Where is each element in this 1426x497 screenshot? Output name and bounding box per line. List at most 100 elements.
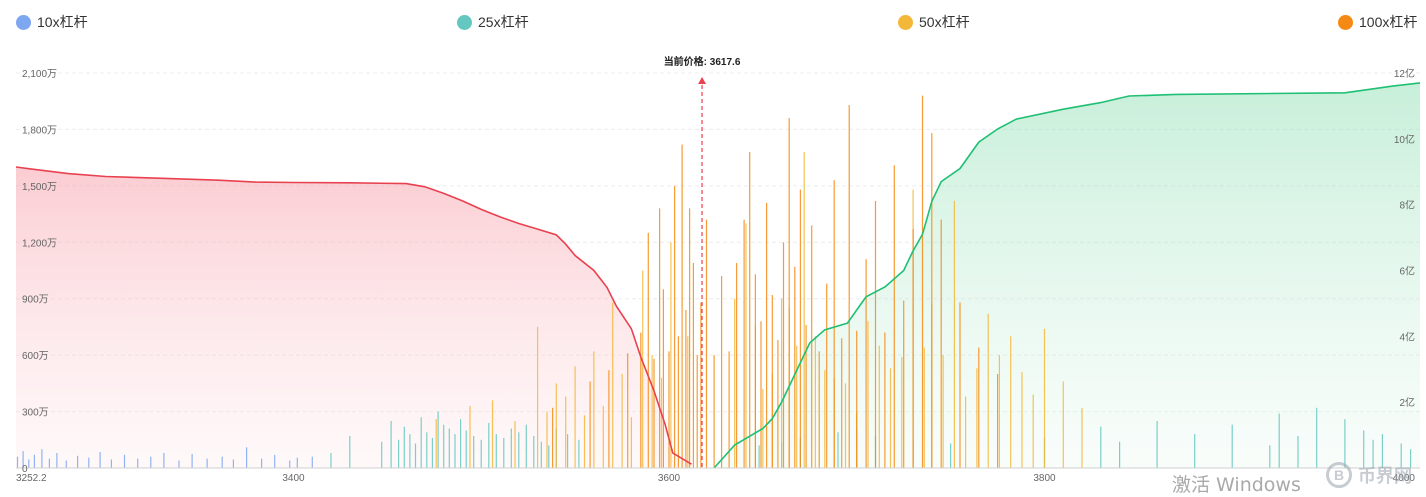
axes: 0 300万 600万 900万 1,200万 1,500万 1,800万 2,100万 2亿 4… (16, 67, 1420, 484)
bar-2-28 (548, 445, 550, 468)
bar-3-2 (469, 405, 471, 468)
bar-4-2 (589, 381, 591, 468)
bar-1-1 (16, 456, 19, 468)
bar-1-14 (137, 458, 139, 468)
y-left-tick-label: 1,200万 (22, 238, 57, 249)
y-left-tick-label: 900万 (22, 295, 49, 306)
y-left-tick-label: 1,800万 (22, 125, 57, 136)
bar-2-18 (473, 436, 475, 468)
bar-2-26 (533, 436, 535, 468)
cumulative-short-area (714, 82, 1420, 469)
bar-3-15 (630, 417, 632, 468)
bar-1-25 (289, 460, 291, 468)
legend-item-50x[interactable]: 50x杠杆 (898, 12, 970, 32)
bar-2-32 (758, 445, 760, 468)
bar-3-45 (976, 368, 978, 468)
bar-2-48 (1297, 436, 1299, 468)
bar-3-53 (1081, 407, 1083, 468)
bar-4-52 (959, 302, 961, 468)
y-right-tick-label: 2亿 (1399, 396, 1415, 409)
bar-4-33 (794, 266, 796, 468)
bar-4-35 (805, 325, 807, 468)
bar-2-47 (1278, 413, 1280, 468)
bar-2-5 (398, 439, 400, 468)
bar-2-10 (426, 432, 428, 468)
bar-2-15 (454, 434, 456, 468)
bar-4-46 (893, 165, 895, 468)
watermark-text: 币界网 (1358, 466, 1412, 487)
bar-3-29 (803, 152, 805, 468)
bar-3-47 (998, 355, 1000, 468)
bar-4-54 (997, 374, 999, 468)
bar-2-52 (1372, 439, 1374, 468)
bar-2-30 (567, 434, 569, 468)
bar-3-22 (745, 223, 747, 468)
bar-1-9 (77, 455, 79, 468)
bar-4-29 (771, 295, 773, 468)
bar-4-5 (640, 332, 642, 468)
bar-3-37 (889, 368, 892, 468)
bar-1-5 (41, 449, 43, 468)
bar-3-21 (734, 298, 736, 468)
bar-4-21 (721, 276, 723, 468)
legend-label-25x: 25x杠杆 (478, 14, 529, 30)
bar-3-19 (670, 242, 672, 468)
bar-4-15 (689, 208, 691, 468)
bar-2-49 (1316, 407, 1318, 468)
bar-2-27 (540, 441, 542, 468)
y-right-tick-label: 12亿 (1394, 67, 1415, 80)
bar-3-10 (583, 415, 586, 468)
legend-label-10x: 10x杠杆 (37, 14, 88, 30)
bar-4-3 (608, 370, 610, 468)
bar-2-45 (1231, 424, 1233, 468)
bar-4-24 (743, 219, 745, 468)
bar-2-1 (330, 453, 332, 468)
bar-3-20 (687, 336, 689, 468)
cumulative-areas (16, 82, 1420, 469)
y-right-tick-label: 8亿 (1399, 199, 1415, 212)
bar-4-51 (940, 219, 942, 468)
activate-windows-watermark: 激活 Windows (1172, 474, 1301, 496)
bar-2-16 (460, 419, 462, 468)
legend-label-50x: 50x杠杆 (919, 14, 970, 30)
bar-4-14 (685, 310, 687, 468)
coin-logo-icon: B (1326, 462, 1352, 488)
bar-2-31 (578, 439, 580, 468)
bar-4-43 (865, 259, 867, 468)
bar-4-32 (788, 118, 790, 468)
bar-4-37 (818, 351, 820, 468)
bar-1-21 (232, 459, 234, 468)
bar-2-17 (465, 430, 467, 468)
bar-1-27 (311, 456, 313, 468)
bar-3-31 (824, 370, 826, 468)
bar-2-7 (409, 434, 411, 468)
bar-1-13 (123, 454, 126, 468)
bar-4-45 (884, 332, 886, 468)
bar-1-12 (110, 459, 112, 468)
legend-item-100x[interactable]: 100x杠杆 (1338, 12, 1417, 32)
bar-4-12 (677, 336, 679, 468)
bar-3-40 (923, 347, 925, 468)
bar-2-42 (1119, 441, 1121, 468)
bar-4-16 (692, 263, 694, 468)
bar-3-35 (867, 321, 869, 468)
bar-2-41 (1100, 426, 1102, 468)
bar-2-46 (1269, 445, 1271, 468)
bar-2-6 (403, 426, 405, 468)
bar-4-39 (833, 180, 835, 468)
y-left-tick-label: 600万 (22, 351, 49, 362)
bar-3-42 (942, 355, 944, 468)
bar-4-40 (841, 338, 843, 468)
bar-4-53 (978, 347, 980, 468)
legend-item-10x[interactable]: 10x杠杆 (16, 12, 88, 32)
y-left-tick-label: 0 (22, 464, 28, 475)
bar-4-47 (903, 300, 905, 468)
legend-dot-10x-icon (16, 14, 31, 30)
legend-item-25x[interactable]: 25x杠杆 (457, 12, 529, 32)
bar-4-17 (696, 355, 698, 468)
bar-1-19 (206, 458, 208, 468)
bar-4-44 (874, 200, 877, 468)
cumulative-long-line (15, 166, 692, 465)
bar-1-23 (261, 458, 263, 468)
bar-4-50 (931, 133, 933, 468)
